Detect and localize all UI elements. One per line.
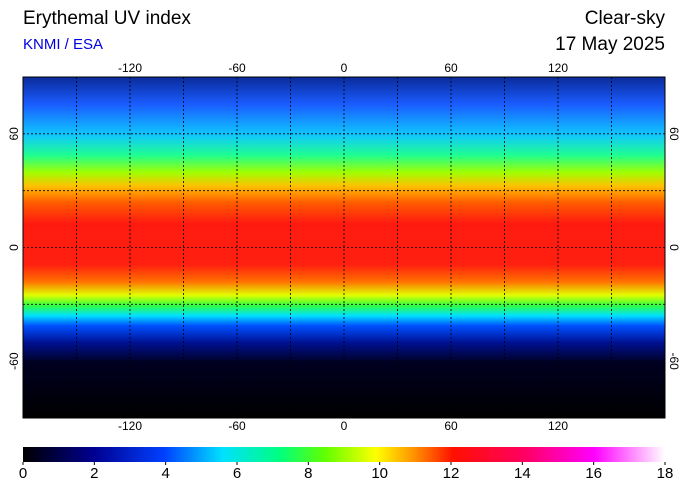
y-tick-label: -60 xyxy=(667,352,681,370)
y-tick-label: 60 xyxy=(7,127,21,141)
colorbar-label: 2 xyxy=(90,465,98,482)
x-tick-label: 0 xyxy=(341,61,348,75)
x-tick-label: 120 xyxy=(548,419,568,433)
x-tick-label: -60 xyxy=(228,419,246,433)
x-tick-label: -60 xyxy=(228,61,246,75)
colorbar-label: 18 xyxy=(657,465,674,482)
colorbar-label: 16 xyxy=(585,465,602,482)
x-tick-label: 0 xyxy=(341,419,348,433)
title: Erythemal UV index xyxy=(23,8,191,29)
colorbar xyxy=(23,447,665,462)
source: KNMI / ESA xyxy=(23,36,103,53)
y-tick-label: -60 xyxy=(7,352,21,370)
colorbar-label: 10 xyxy=(371,465,388,482)
date: 17 May 2025 xyxy=(555,34,665,55)
colorbar-label: 6 xyxy=(233,465,241,482)
colorbar-label: 12 xyxy=(443,465,460,482)
y-tick-label: 0 xyxy=(667,244,681,251)
colorbar-label: 8 xyxy=(304,465,312,482)
colorbar-label: 0 xyxy=(19,465,27,482)
x-tick-label: 60 xyxy=(444,419,458,433)
x-tick-label: 120 xyxy=(548,61,568,75)
y-tick-label: 60 xyxy=(667,127,681,141)
mode: Clear-sky xyxy=(585,8,666,29)
x-tick-label: 60 xyxy=(444,61,458,75)
colorbar-label: 14 xyxy=(514,465,531,482)
x-tick-label: -120 xyxy=(118,61,142,75)
y-tick-label: 0 xyxy=(7,244,21,251)
x-tick-label: -120 xyxy=(118,419,142,433)
colorbar-label: 4 xyxy=(161,465,169,482)
